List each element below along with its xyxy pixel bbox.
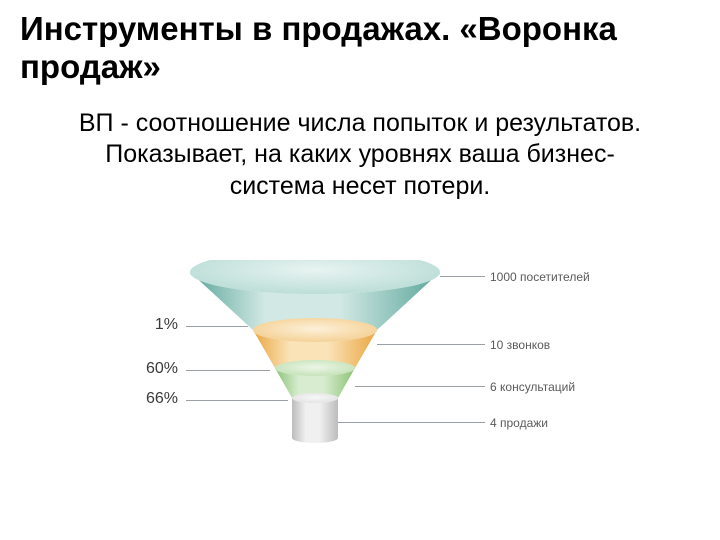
stage-leader-2 <box>355 386 485 387</box>
page-description: ВП - соотношение числа попыток и результ… <box>60 108 660 202</box>
funnel-stage-top-2 <box>275 360 355 376</box>
percent-label-2: 66% <box>118 390 178 408</box>
funnel-svg <box>0 260 720 520</box>
stage-leader-3 <box>338 422 485 423</box>
funnel-diagram: 1000 посетителей 1% 10 звонков 60% 6 консуль… <box>0 260 720 520</box>
percent-label-1: 60% <box>118 360 178 378</box>
stage-label-2: 6 консультаций <box>490 380 575 394</box>
stage-label-0: 1000 посетителей <box>490 270 590 284</box>
stage-label-1: 10 звонков <box>490 338 550 352</box>
percent-label-0: 1% <box>118 316 178 334</box>
page-title: Инструменты в продажах. «Воронка продаж» <box>20 10 720 86</box>
percent-leader-1 <box>186 370 270 371</box>
percent-leader-0 <box>186 326 248 327</box>
funnel-stage-top-1 <box>253 318 377 342</box>
stage-leader-0 <box>440 276 485 277</box>
stage-label-3: 4 продажи <box>490 416 548 430</box>
percent-leader-2 <box>186 400 288 401</box>
stage-leader-1 <box>377 344 485 345</box>
funnel-stage-3 <box>292 398 338 443</box>
funnel-stage-top-3 <box>292 393 338 403</box>
